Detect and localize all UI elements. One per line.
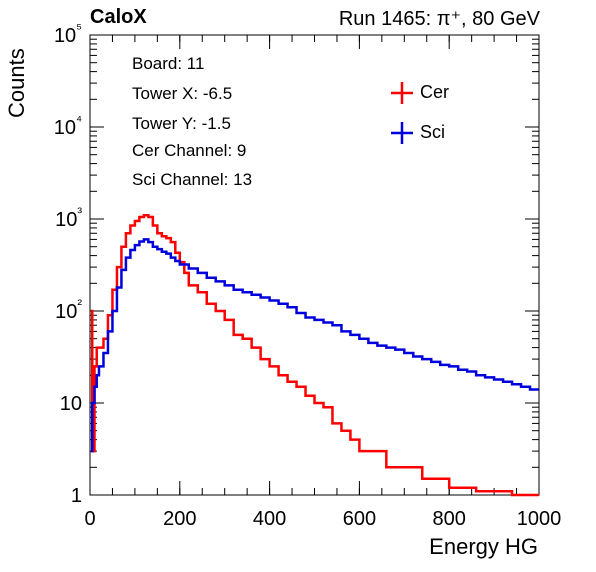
- x-tick-label: 1000: [517, 508, 562, 530]
- y-tick-label: 10⁵: [54, 20, 82, 47]
- y-tick-exponent: ⁴: [76, 112, 82, 128]
- info-board: Board: 11: [132, 54, 205, 73]
- info-sci-channel: Sci Channel: 13: [132, 170, 253, 189]
- x-tick-label: 400: [253, 508, 286, 530]
- x-tick-label: 200: [163, 508, 196, 530]
- experiment-label: CaloX: [90, 6, 147, 28]
- info-tower-y: Tower Y: -1.5: [132, 114, 231, 133]
- y-axis-label: Counts: [4, 48, 29, 118]
- y-tick-label: 10⁴: [54, 112, 82, 139]
- x-axis-label: Energy HG: [429, 534, 538, 559]
- y-tick-exponent: ⁵: [76, 20, 82, 36]
- y-tick-label: 1: [71, 485, 82, 507]
- y-tick-exponent: ²: [77, 296, 82, 312]
- y-tick-exponent: ³: [77, 204, 82, 220]
- x-tick-label: 800: [433, 508, 466, 530]
- y-tick-label: 10³: [55, 204, 82, 231]
- legend-marks: [391, 82, 413, 144]
- axis-ticks: 0 200 400 600 800 1000 1 10 10² 10³ 10⁴ 10⁵: [54, 20, 562, 530]
- y-tick-label: 10²: [55, 296, 82, 323]
- x-tick-label: 0: [84, 508, 95, 530]
- legend-label-sci: Sci: [420, 122, 446, 142]
- series-cer-line: [90, 213, 539, 497]
- series-layer: [90, 213, 539, 497]
- plot-frame: [89, 34, 540, 496]
- info-tower-x: Tower X: -6.5: [132, 84, 233, 103]
- x-tick-label: 600: [343, 508, 376, 530]
- info-cer-channel: Cer Channel: 9: [132, 141, 247, 160]
- series-sci-line: [90, 238, 539, 453]
- y-tick-label: 10: [60, 393, 82, 415]
- run-label: Run 1465: π⁺, 80 GeV: [338, 8, 540, 30]
- legend-label-cer: Cer: [420, 82, 450, 102]
